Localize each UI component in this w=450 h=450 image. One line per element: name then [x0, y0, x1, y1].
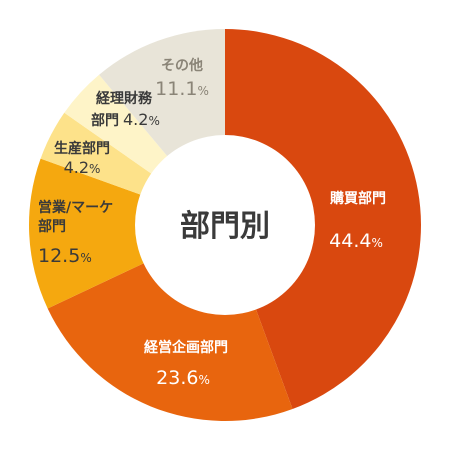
donut-hole	[135, 135, 315, 315]
slice-label-4b: 部門 4.2%	[91, 110, 160, 129]
slice-2	[29, 158, 226, 309]
slice-0	[225, 29, 421, 409]
slice-label-0: 購買部門	[329, 190, 386, 207]
slice-value-1: 23.6%	[156, 367, 210, 389]
slice-label-3: 生産部門	[54, 140, 110, 157]
slice-label-4: 経理財務	[96, 90, 153, 107]
chart-title: 部門別	[180, 209, 270, 244]
slice-value-3: 4.2%	[64, 158, 101, 177]
slice-value-5: 11.1%	[155, 78, 209, 100]
slice-label-5: その他	[161, 57, 203, 74]
slice-value-0: 44.4%	[329, 230, 383, 252]
slice-label-1: 経営企画部門	[144, 339, 228, 356]
slice-label-2: 営業/マーケ部門	[38, 199, 113, 235]
slice-value-2: 12.5%	[38, 245, 92, 267]
